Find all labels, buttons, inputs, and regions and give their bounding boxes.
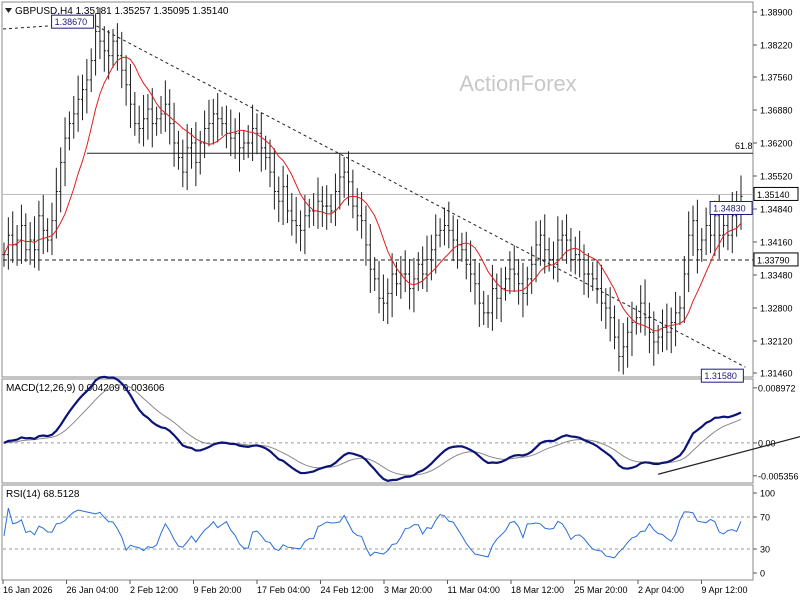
recent-high-label: 1.34830: [713, 203, 746, 213]
current-price-label-box: [753, 186, 799, 201]
macd-signal-line: [3, 384, 742, 476]
rsi-line: [3, 507, 742, 559]
x-tick-label: 24 Feb 12:00: [321, 585, 374, 595]
rsi-y-tick-label: 100: [760, 489, 775, 499]
x-tick-label: 2 Feb 12:00: [130, 585, 178, 595]
x-tick-label: 3 Mar 20:00: [384, 585, 432, 595]
rsi-y-tick-label: 30: [760, 545, 770, 555]
rsi-y-tick-label: 0: [760, 569, 765, 579]
x-tick-label: 9 Feb 20:00: [194, 585, 242, 595]
price-y-tick-label: 1.34840: [760, 204, 793, 214]
x-tick-label: 18 Mar 12:00: [511, 585, 564, 595]
x-tick-label: 16 Jan 2026: [3, 585, 53, 595]
chart-marks: 1.38900 1.38220 1.37560 1.36880 1.36200 1.355…: [2, 8, 800, 595]
price-y-tick-label: 1.32800: [760, 303, 793, 313]
symbol-header: GBPUSD,H4 1.35181 1.35257 1.35095 1.3514…: [15, 6, 229, 17]
low-label: 1.31580: [704, 371, 737, 381]
price-y-tick-label: 1.35520: [760, 172, 793, 182]
x-tick-label: 2 Apr 04:00: [638, 585, 684, 595]
x-tick-label: 25 Mar 20:00: [575, 585, 628, 595]
price-y-tick-label: 1.33480: [760, 270, 793, 280]
support-price-label-box: [753, 252, 799, 267]
high-label-box: [51, 14, 95, 29]
price-y-tick-label: 1.38900: [760, 8, 793, 18]
price-panel-frame: [1, 1, 754, 378]
macd-panel-frame: [1, 378, 754, 484]
macd-label: MACD(12,26,9) 0.004209 0.003606: [6, 383, 165, 394]
price-y-tick-label: 1.34160: [760, 237, 793, 247]
price-y-tick-label: 1.36200: [760, 139, 793, 149]
recent-high-label-box: [709, 200, 753, 215]
macd-trendline: [657, 436, 800, 475]
macd-y-tick-label: 0.00: [758, 438, 776, 448]
rsi-panel-frame: [1, 484, 754, 581]
rsi-label: RSI(14) 68.5128: [6, 489, 80, 500]
fib-61-8-label: 61.8: [735, 141, 753, 151]
rsi-y-tick-label: 70: [760, 513, 770, 523]
macd-y-tick-label: 0.008972: [758, 383, 796, 393]
price-y-tick-label: 1.37560: [760, 73, 793, 83]
x-tick-label: 17 Feb 04:00: [257, 585, 310, 595]
moving-average-line: [3, 56, 742, 332]
macd-line: [3, 375, 742, 483]
current-price-label: 1.35140: [757, 190, 790, 200]
price-y-tick-label: 1.32120: [760, 336, 793, 346]
down-trendline: [90, 22, 746, 368]
x-tick-label: 9 Apr 12:00: [702, 585, 748, 595]
x-tick-label: 26 Jan 04:00: [67, 585, 119, 595]
dropdown-triangle-icon[interactable]: [5, 8, 12, 13]
macd-y-tick-label: -0.005356: [758, 471, 799, 481]
watermark: ActionForex: [459, 71, 576, 96]
low-label-box: [700, 368, 744, 383]
price-y-tick-label: 1.36880: [760, 106, 793, 116]
price-y-tick-label: 1.31460: [760, 369, 793, 379]
high-label: 1.38670: [55, 17, 88, 27]
price-y-tick-label: 1.38220: [760, 40, 793, 50]
support-price-label: 1.33790: [757, 255, 790, 265]
x-tick-label: 11 Mar 04:00: [448, 585, 500, 595]
